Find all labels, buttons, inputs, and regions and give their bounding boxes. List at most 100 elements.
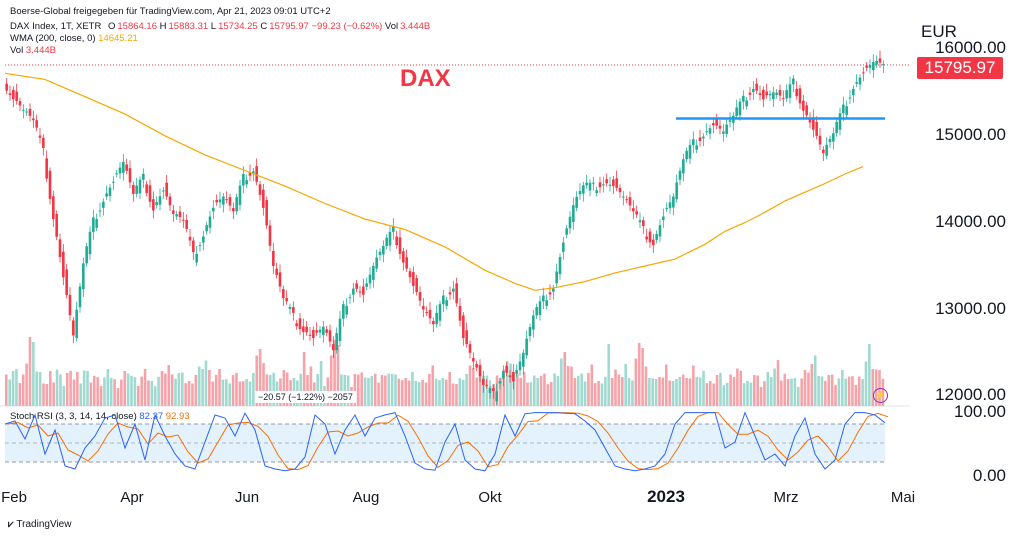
tradingview-logo[interactable]: ⩗ TradingView [8,519,72,530]
volume-bar [255,355,259,406]
volume-bar [485,375,489,406]
candle-body [772,92,775,100]
volume-bar [773,368,776,406]
candle-body [205,225,208,232]
candle-body [312,329,315,339]
candle-body [128,168,132,183]
volume-bar [150,381,154,406]
candle-body [275,268,278,275]
candle-body [592,182,595,184]
volume-bar [607,344,611,406]
lightning-icon[interactable]: ⚡ [873,388,888,403]
candle-body [735,107,738,116]
volume-bar [753,375,756,406]
candle-body [225,199,228,201]
candle-body [652,239,655,246]
candle-body [85,246,88,264]
candle-body [655,233,658,240]
volume-bar [830,374,834,406]
candle-body [392,226,395,232]
volume-bar [499,378,502,406]
candle-body [875,60,878,65]
candle-body [755,83,758,91]
volume-bar [390,374,394,406]
ohlc-legend: DAX Index, 1T, XETR O 15864.16 H 15883.31 … [10,21,430,32]
volume-bar [28,337,32,406]
candle-body [688,145,692,159]
candle-body [435,312,438,325]
volume-bar [665,364,668,406]
candle-body [838,113,842,130]
volume-bar [810,364,814,406]
candle-body [252,171,255,174]
volume-bar [201,369,204,406]
volume-bar [577,375,580,406]
price-tick-15000: 15000.00 [935,125,1006,144]
volume-bar [526,382,529,406]
volume-bar [282,370,286,406]
candle-body [528,327,532,337]
candle-body [242,173,245,186]
wma-legend[interactable]: WMA (200, close, 0) 14645.21 [10,33,138,44]
candle-body [715,117,718,126]
candle-body [545,300,548,306]
volume-bar [184,383,187,406]
volume-bar [776,360,780,406]
candle-body [18,101,22,106]
candle-body [122,161,125,173]
candle-body [38,135,42,138]
volume-bar [468,365,472,406]
candle-body [25,111,28,113]
volume-bar [11,371,15,406]
volume-bar [536,378,539,406]
stoch-rsi-legend[interactable]: Stoch RSI (3, 3, 14, 14, close) 82.37 92… [10,411,190,422]
candle-body [752,88,755,93]
volume-bar [519,377,523,406]
volume-bar [116,388,120,406]
candle-body [658,225,662,237]
candle-body [152,199,155,211]
candle-body [48,170,52,199]
high-label: H [159,21,167,32]
candle-body [472,358,475,362]
volume-bar [424,382,428,406]
x-tick-aug: Aug [352,489,380,506]
volume-bar [164,373,167,406]
volume-bar [96,377,99,406]
candle-body [188,236,192,241]
volume-bar [191,383,194,406]
volume-bar [654,379,658,406]
volume-bar [556,376,560,406]
candle-body [212,207,215,212]
volume-bar [407,380,411,406]
volume-bar [712,383,715,406]
candle-body [218,199,222,203]
volume-bar [137,386,140,406]
volume-bar [455,384,458,406]
candle-body [668,202,672,209]
candle-body [12,89,15,100]
volume-bar [783,373,787,406]
candle-body [762,89,765,100]
candle-body [388,231,392,246]
volume-bar [533,375,536,406]
volume-bar [465,374,468,406]
candle-body [105,193,108,197]
volume-bar [262,363,265,406]
volume-bar [65,373,69,406]
volume-bar [174,378,177,406]
candle-body [92,217,95,232]
candle-body [585,182,588,186]
candle-body [495,391,498,402]
candle-body [308,334,312,336]
candle-body [302,326,305,332]
volume-legend[interactable]: Vol 3.444B [10,45,56,56]
candle-body [522,352,525,367]
candle-body [505,365,508,373]
volume-bar [566,366,570,406]
candle-body [565,228,568,235]
candle-body [35,120,38,128]
volume-bar [705,383,709,406]
low-value: 15734.25 [218,21,258,32]
